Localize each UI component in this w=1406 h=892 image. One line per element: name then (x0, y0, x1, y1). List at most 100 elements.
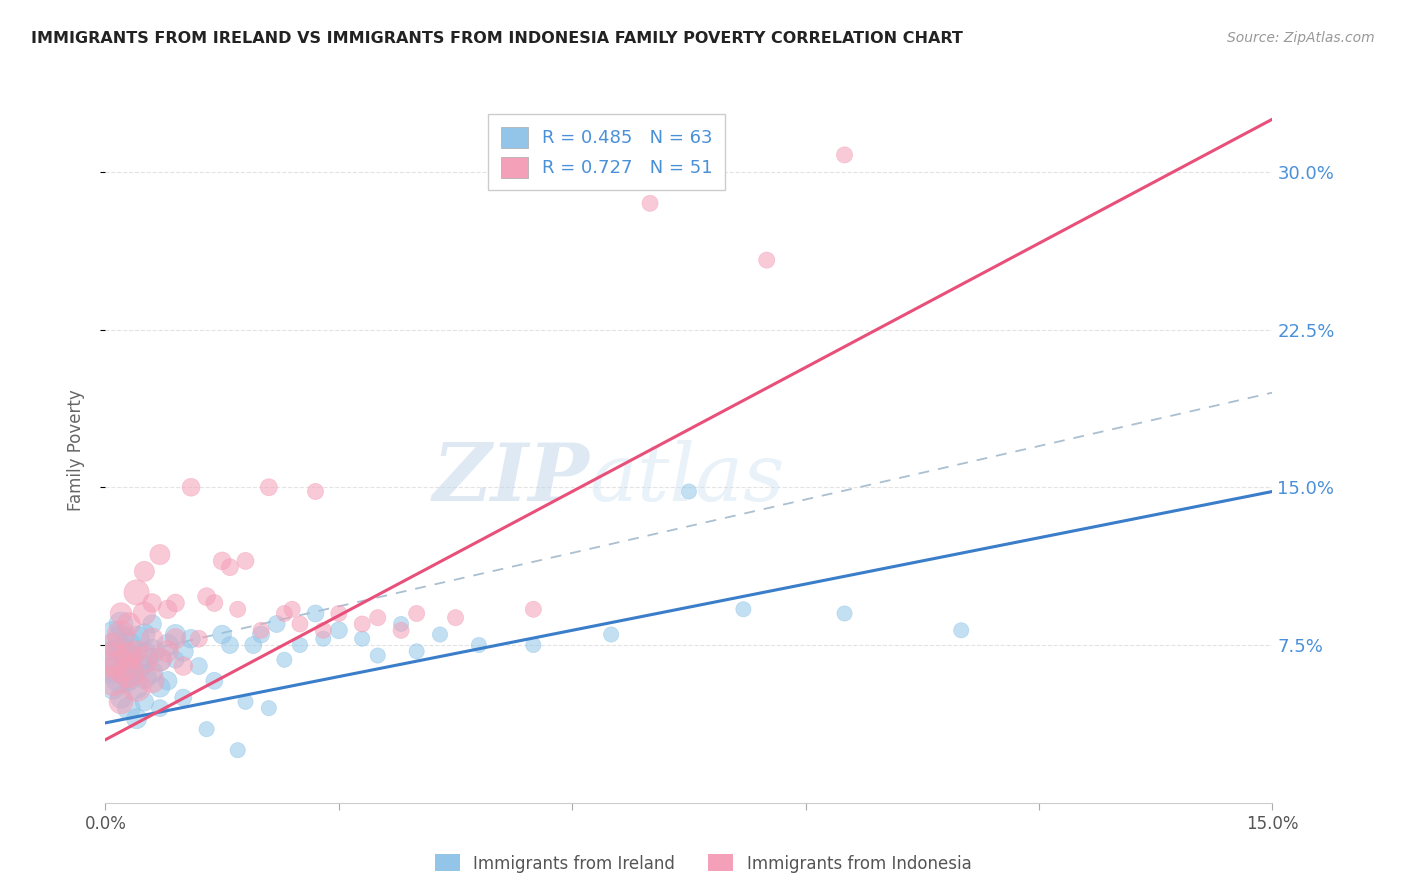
Point (118, 673, 141, 688)
Point (444, 610, 467, 624)
Point (103, 680, 125, 694)
Point (250, 624, 273, 638)
Point (110, 644, 132, 658)
Point (141, 644, 163, 658)
Legend: R = 0.485   N = 63, R = 0.727   N = 51: R = 0.485 N = 63, R = 0.727 N = 51 (488, 114, 725, 190)
Point (367, 610, 389, 624)
Point (250, 627, 273, 641)
Point (141, 617, 163, 632)
Point (235, 554, 257, 568)
Point (522, 602, 544, 616)
Point (733, 602, 755, 616)
Point (149, 653, 172, 667)
Point (118, 648, 141, 663)
Text: ZIP: ZIP (433, 440, 589, 517)
Point (202, 596, 225, 610)
Point (180, 480, 202, 494)
Point (172, 644, 194, 658)
Point (156, 638, 179, 652)
Point (125, 644, 148, 658)
Point (134, 607, 156, 621)
Text: IMMIGRANTS FROM IRELAND VS IMMIGRANTS FROM INDONESIA FAMILY POVERTY CORRELATION : IMMIGRANTS FROM IRELAND VS IMMIGRANTS FR… (31, 31, 963, 46)
Point (141, 632, 163, 646)
Point (468, 638, 491, 652)
Point (304, 607, 326, 621)
Point (118, 665, 141, 680)
Point (110, 659, 132, 673)
Point (312, 632, 335, 646)
Point (235, 695, 257, 709)
Point (219, 560, 242, 574)
Point (103, 659, 125, 673)
Point (149, 548, 172, 562)
Point (257, 701, 280, 715)
Point (134, 653, 156, 667)
Point (678, 484, 700, 499)
Point (110, 617, 132, 632)
Point (405, 607, 427, 621)
Point (141, 673, 163, 688)
Point (103, 673, 125, 688)
Point (125, 680, 148, 694)
Point (172, 690, 194, 705)
Point (118, 653, 141, 667)
Point (195, 590, 218, 604)
Point (156, 644, 179, 658)
Point (389, 624, 412, 638)
Point (165, 632, 187, 646)
Point (242, 638, 264, 652)
Point (273, 607, 295, 621)
Point (141, 665, 163, 680)
Point (187, 659, 209, 673)
Y-axis label: Family Poverty: Family Poverty (66, 390, 84, 511)
Point (219, 638, 242, 652)
Point (134, 565, 156, 579)
Point (134, 648, 156, 663)
Point (134, 695, 156, 709)
Point (288, 638, 311, 652)
Point (110, 695, 132, 709)
Point (288, 617, 311, 632)
Point (134, 670, 156, 684)
Point (134, 627, 156, 641)
Point (281, 602, 304, 616)
Point (103, 648, 125, 663)
Point (156, 602, 179, 616)
Point (125, 632, 148, 646)
Point (103, 627, 125, 641)
Point (950, 624, 973, 638)
Point (211, 627, 233, 641)
Point (312, 624, 335, 638)
Point (165, 653, 187, 667)
Point (226, 602, 249, 616)
Point (118, 665, 141, 680)
Point (125, 712, 148, 726)
Point (141, 596, 163, 610)
Point (638, 196, 661, 211)
Point (834, 607, 856, 621)
Point (266, 617, 288, 632)
Point (118, 617, 141, 632)
Text: Source: ZipAtlas.com: Source: ZipAtlas.com (1227, 31, 1375, 45)
Point (172, 659, 194, 673)
Point (118, 638, 141, 652)
Text: atlas: atlas (589, 440, 785, 517)
Point (405, 644, 427, 658)
Point (110, 627, 132, 641)
Point (156, 673, 179, 688)
Point (834, 148, 856, 162)
Point (211, 554, 233, 568)
Point (367, 648, 389, 663)
Point (110, 632, 132, 646)
Point (180, 632, 202, 646)
Point (118, 701, 141, 715)
Point (165, 596, 187, 610)
Point (125, 659, 148, 673)
Point (304, 484, 326, 499)
Point (273, 653, 295, 667)
Point (125, 585, 148, 599)
Point (103, 653, 125, 667)
Point (110, 690, 132, 705)
Point (149, 680, 172, 694)
Point (600, 627, 623, 641)
